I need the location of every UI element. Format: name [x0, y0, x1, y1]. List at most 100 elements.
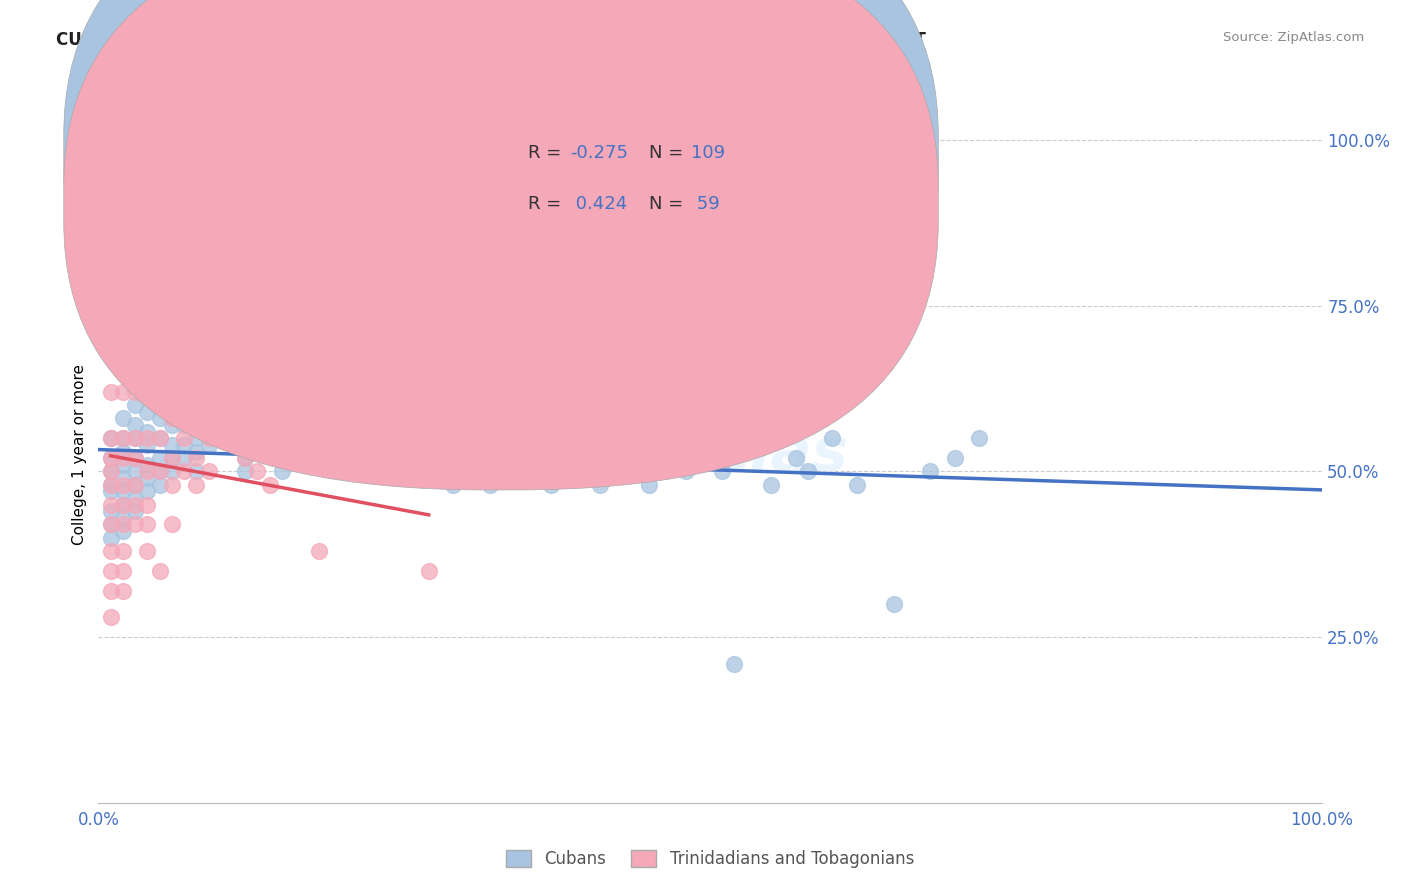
Point: [405, 465, 427, 479]
Point: [160, 451, 183, 466]
Point: [136, 431, 159, 445]
Point: [295, 418, 318, 433]
Point: [136, 405, 159, 419]
Point: [186, 444, 208, 458]
Point: [503, 285, 526, 300]
Point: [124, 498, 146, 512]
Point: [160, 477, 183, 491]
Point: [136, 279, 159, 293]
Point: [441, 477, 464, 491]
Point: [100, 504, 122, 518]
Point: [100, 299, 122, 313]
Point: [100, 498, 122, 512]
Point: [246, 405, 269, 419]
Point: [209, 405, 232, 419]
Point: [160, 438, 183, 452]
Point: [723, 657, 745, 671]
Point: [124, 318, 146, 333]
Point: [136, 266, 159, 280]
Point: [124, 477, 146, 491]
Point: [845, 477, 868, 491]
Point: [100, 451, 122, 466]
Point: [124, 418, 146, 433]
Point: [222, 431, 245, 445]
Point: [100, 431, 122, 445]
Point: [173, 418, 195, 433]
Point: [111, 431, 134, 445]
Point: [100, 212, 122, 227]
Point: [576, 465, 599, 479]
Point: [111, 498, 134, 512]
Point: [638, 477, 661, 491]
Point: [368, 465, 391, 479]
Text: 0.424: 0.424: [569, 194, 627, 212]
Point: [173, 431, 195, 445]
Point: [392, 444, 416, 458]
Point: [111, 384, 134, 399]
Point: [111, 511, 134, 525]
Point: [136, 484, 159, 499]
Point: [186, 465, 208, 479]
Point: [124, 465, 146, 479]
Point: [332, 431, 354, 445]
Point: [186, 451, 208, 466]
Point: [136, 517, 159, 532]
Text: N =: N =: [648, 194, 689, 212]
Point: [173, 451, 195, 466]
Point: [100, 610, 122, 624]
Y-axis label: College, 1 year or more: College, 1 year or more: [72, 365, 87, 545]
Point: [124, 384, 146, 399]
Point: [197, 431, 219, 445]
Point: [100, 431, 122, 445]
Point: [821, 431, 844, 445]
Text: Source: ZipAtlas.com: Source: ZipAtlas.com: [1223, 31, 1364, 45]
Point: [233, 465, 256, 479]
Point: [136, 458, 159, 472]
Point: [149, 465, 172, 479]
Point: [111, 451, 134, 466]
Point: [308, 544, 330, 558]
Point: [124, 451, 146, 466]
Point: [491, 465, 513, 479]
Point: [136, 498, 159, 512]
Point: [124, 431, 146, 445]
Point: [270, 465, 294, 479]
Point: [186, 477, 208, 491]
Point: [111, 458, 134, 472]
Point: [136, 425, 159, 439]
Point: [100, 564, 122, 578]
Point: [111, 517, 134, 532]
Point: [124, 504, 146, 518]
Point: [136, 384, 159, 399]
Point: [613, 465, 636, 479]
Point: [100, 517, 122, 532]
Point: [233, 451, 256, 466]
Point: [515, 451, 537, 466]
Point: [259, 425, 281, 439]
Point: [943, 451, 966, 466]
Point: [233, 451, 256, 466]
Point: [124, 398, 146, 412]
Point: [111, 544, 134, 558]
Legend: Cubans, Trinidadians and Tobagonians: Cubans, Trinidadians and Tobagonians: [499, 843, 921, 874]
Point: [149, 477, 172, 491]
Point: [626, 431, 648, 445]
Point: [149, 431, 172, 445]
Point: [711, 465, 734, 479]
Point: [136, 384, 159, 399]
Point: [626, 465, 648, 479]
Point: [209, 425, 232, 439]
Text: CUBAN VS TRINIDADIAN AND TOBAGONIAN COLLEGE, 1 YEAR OR MORE CORRELATION CHART: CUBAN VS TRINIDADIAN AND TOBAGONIAN COLL…: [56, 31, 927, 49]
Point: [173, 398, 195, 412]
Point: [149, 451, 172, 466]
Point: [111, 411, 134, 425]
Point: [100, 451, 122, 466]
Point: [173, 378, 195, 392]
Point: [553, 451, 575, 466]
Point: [589, 477, 612, 491]
Point: [418, 564, 440, 578]
Point: [124, 477, 146, 491]
Point: [100, 465, 122, 479]
Point: [308, 451, 330, 466]
Point: [920, 465, 942, 479]
